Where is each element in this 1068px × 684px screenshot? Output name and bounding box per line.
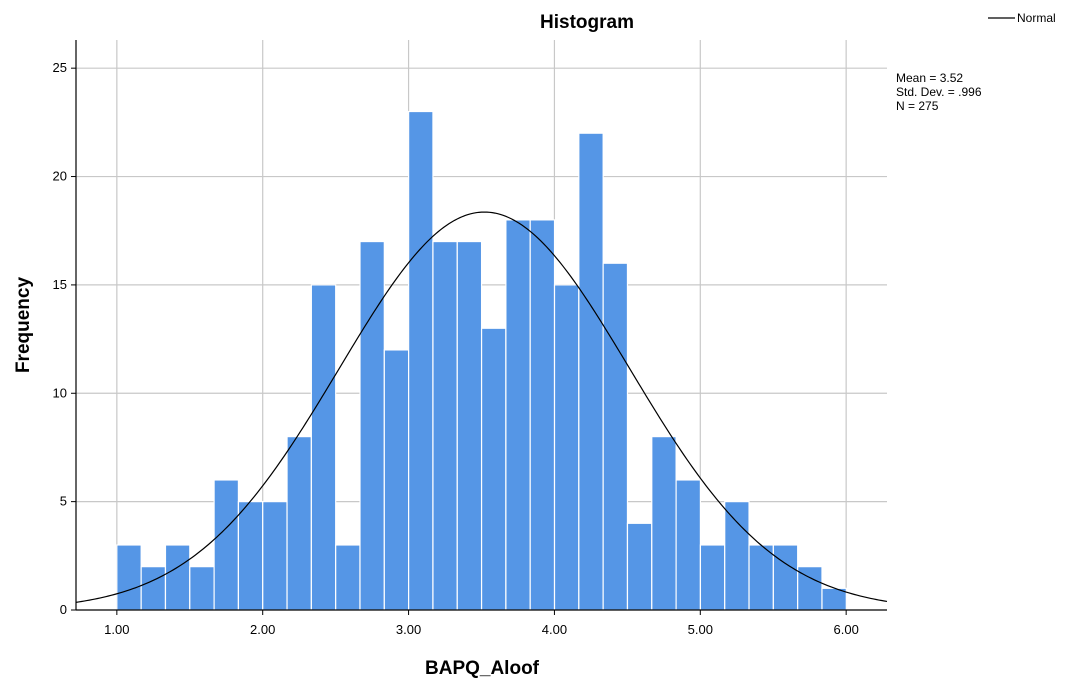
stats-std-dev: Std. Dev. = .996	[896, 85, 982, 99]
axes	[71, 40, 887, 615]
x-axis-title: BAPQ_Aloof	[425, 658, 540, 679]
histogram-bar	[578, 132, 604, 611]
legend: Normal	[988, 11, 1056, 25]
stats-n: N = 275	[896, 99, 939, 113]
x-tick-label: 2.00	[250, 622, 275, 637]
histogram-bar	[310, 284, 337, 611]
y-tick-label: 0	[60, 602, 67, 617]
stats-box: Mean = 3.52 Std. Dev. = .996 N = 275	[896, 71, 982, 113]
histogram-bar	[408, 110, 434, 611]
histogram-bar	[140, 566, 167, 611]
histogram-bar	[237, 501, 264, 611]
histogram-bar	[383, 349, 410, 611]
chart-title: Histogram	[540, 12, 634, 33]
histogram-bar	[116, 544, 142, 611]
histogram-bars	[116, 110, 847, 611]
histogram-bar	[699, 544, 726, 611]
y-axis-title: Frequency	[13, 277, 34, 374]
x-tick-label: 4.00	[542, 622, 567, 637]
histogram-bar	[651, 436, 677, 611]
tick-labels: 0 5 10 15 20 25 1.00 2.00 3.00 4.00 5.00 6.00	[53, 60, 859, 637]
histogram-bar	[529, 219, 556, 611]
x-tick-label: 3.00	[396, 622, 421, 637]
y-tick-label: 20	[53, 169, 67, 184]
histogram-bar	[335, 544, 361, 611]
histogram-bar	[505, 219, 531, 611]
histogram-bar	[189, 566, 215, 611]
x-tick-label: 1.00	[104, 622, 129, 637]
histogram-bar	[553, 284, 580, 611]
x-tick-label: 6.00	[834, 622, 859, 637]
legend-label-normal: Normal	[1017, 11, 1056, 25]
histogram-bar	[359, 240, 385, 611]
histogram-bar	[602, 262, 629, 611]
histogram-bar	[748, 544, 774, 611]
histogram-bar	[262, 501, 288, 611]
y-tick-label: 10	[53, 385, 67, 400]
histogram-bar	[456, 240, 483, 611]
histogram-bar	[480, 327, 507, 611]
y-tick-label: 15	[53, 277, 67, 292]
histogram-bar	[772, 544, 799, 611]
histogram-bar	[213, 479, 240, 611]
normal-curve	[75, 211, 888, 603]
y-tick-label: 25	[53, 60, 67, 75]
stats-mean: Mean = 3.52	[896, 71, 963, 85]
histogram-bar	[724, 501, 750, 611]
histogram-bar	[286, 436, 312, 611]
histogram-bar	[164, 544, 191, 611]
x-tick-label: 5.00	[688, 622, 713, 637]
histogram-bar	[675, 479, 702, 611]
histogram-bar	[432, 240, 458, 611]
histogram-bar	[626, 522, 653, 611]
y-tick-label: 5	[60, 494, 67, 509]
